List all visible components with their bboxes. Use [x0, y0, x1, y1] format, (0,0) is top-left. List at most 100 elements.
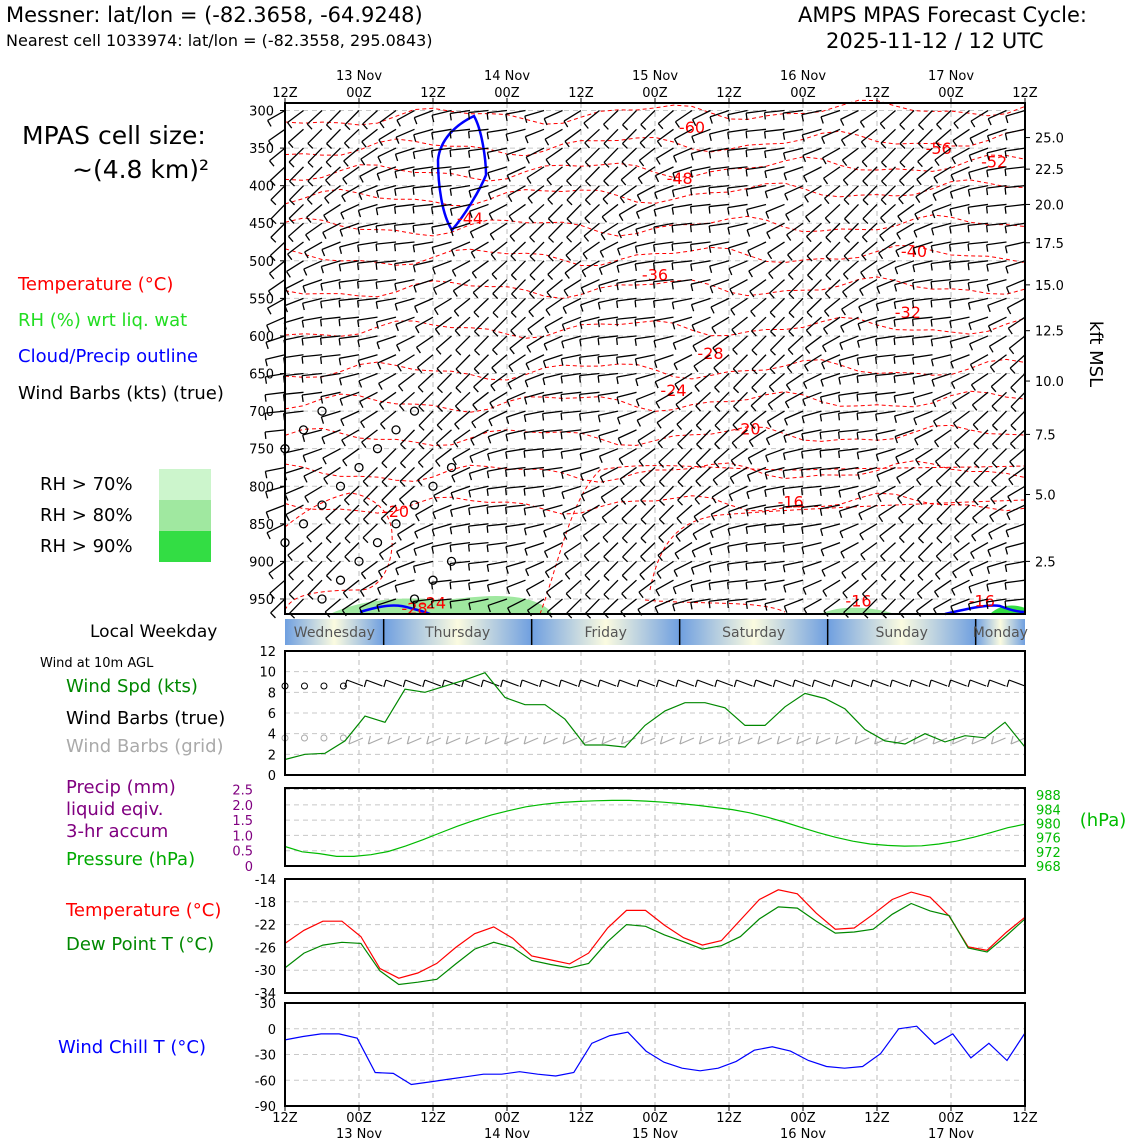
wind-barb — [287, 109, 304, 124]
calm-wind-marker — [428, 481, 438, 491]
wind-barb — [639, 560, 656, 575]
wind-barb-flag — [492, 349, 498, 356]
bottom-time-label: 00Z — [346, 1111, 372, 1126]
wind-barb — [322, 448, 341, 459]
wind-barb — [949, 203, 970, 210]
grid-wind-barb — [348, 737, 364, 745]
wind-barb-flag — [635, 211, 640, 219]
grid-wind-barb — [874, 737, 889, 745]
wind-barb-flag — [878, 252, 884, 260]
wind-barb — [307, 147, 323, 163]
isotherm-line — [649, 499, 1026, 591]
wind-barb — [673, 335, 693, 344]
wind-barb-flag — [339, 246, 343, 254]
wind-barb — [585, 166, 600, 182]
wind-barb-flag — [875, 303, 880, 312]
wind-barb — [581, 279, 600, 289]
wind-barb — [489, 391, 508, 404]
wind-barb-flag — [745, 189, 749, 197]
wind-barb-flag — [672, 604, 676, 612]
wind-barb-flag — [950, 361, 954, 369]
wind-barb — [505, 523, 526, 528]
wind-barb — [751, 316, 767, 332]
wind-barb-flag — [917, 518, 924, 525]
wind-barb-flag — [825, 255, 832, 262]
wind-barb — [968, 203, 989, 208]
wind-barb-flag — [967, 225, 970, 233]
isotherm-line — [284, 179, 1026, 207]
wind-barb — [949, 260, 970, 264]
wind-barb-flag — [899, 161, 906, 168]
wind-barb-flag — [820, 528, 824, 537]
wind-barb — [437, 391, 452, 408]
wind-barb — [936, 110, 952, 125]
wind-barb-flag — [860, 271, 866, 279]
surface-wind-barb — [463, 679, 480, 687]
wind-barb — [357, 335, 378, 341]
wind-barb-flag — [690, 188, 693, 196]
grid-wind-barb-flag — [679, 735, 683, 745]
wind-barb — [378, 560, 397, 572]
grid-wind-barb-flag — [990, 735, 995, 745]
wind-barb — [844, 203, 859, 220]
wind-barb — [339, 297, 360, 302]
wind-barb-flag — [622, 124, 629, 131]
wind-barb-flag — [509, 235, 516, 242]
grid-wind-barb — [952, 737, 967, 745]
chill-panel-tick-label: 30 — [259, 997, 276, 1012]
wind-barb — [714, 373, 730, 388]
wind-barb-flag — [953, 536, 960, 543]
wind-barb — [487, 504, 508, 508]
wind-barb — [783, 541, 804, 547]
wind-barb-flag — [689, 244, 693, 252]
wind-barb-flag — [916, 178, 922, 186]
wind-barb-flag — [473, 368, 480, 375]
wind-barb-flag — [988, 532, 993, 540]
wind-barb-flag — [566, 218, 573, 225]
wind-barb-flag — [505, 526, 508, 534]
wind-barb-flag — [801, 416, 805, 424]
wind-barb — [841, 297, 859, 310]
wind-barb — [950, 166, 970, 176]
nearest-cell-line: Nearest cell 1033974: lat/lon = (-82.355… — [6, 31, 433, 50]
wind-barb-flag — [510, 330, 516, 337]
wind-barb — [677, 429, 693, 445]
wind-barb — [543, 504, 563, 511]
wind-barb — [988, 523, 1007, 534]
wind-barb — [339, 372, 360, 380]
wind-barb-flag — [580, 287, 585, 295]
wind-barb — [508, 354, 526, 367]
wind-barb — [839, 523, 859, 533]
wind-barb — [451, 241, 471, 251]
wind-barb — [936, 485, 952, 501]
wind-barb — [656, 560, 674, 574]
wind-barb-flag — [264, 359, 268, 367]
wind-barb-flag — [467, 526, 471, 534]
wind-barb-flag — [746, 229, 751, 237]
wind-barb — [695, 410, 711, 426]
wind-barb — [1010, 391, 1026, 408]
wind-barb-flag — [819, 450, 822, 458]
wind-barb — [801, 541, 822, 548]
isotherm-label: -44 — [457, 209, 483, 228]
wind-barb-flag — [931, 211, 936, 219]
wind-barb — [801, 109, 822, 116]
wind-barb-flag — [543, 118, 548, 126]
rh-shading — [330, 595, 552, 614]
wind-barb-flag — [269, 592, 275, 599]
wind-barb — [579, 316, 600, 323]
wind-barb — [969, 560, 989, 571]
wind-barb-flag — [469, 211, 473, 219]
wind-barb — [302, 297, 323, 304]
wind-barb — [359, 391, 378, 403]
wind-barb — [733, 373, 748, 389]
wind-barb-flag — [838, 490, 842, 498]
wind-barb-flag — [695, 480, 702, 487]
precip-tick-label: 1.0 — [232, 829, 253, 844]
wind-barb-flag — [467, 131, 470, 139]
wind-barb — [877, 485, 896, 497]
wind-barb-flag — [341, 195, 346, 203]
wind-barb — [747, 241, 767, 252]
wind-barb — [284, 466, 304, 475]
wind-barb-flag — [708, 601, 711, 609]
